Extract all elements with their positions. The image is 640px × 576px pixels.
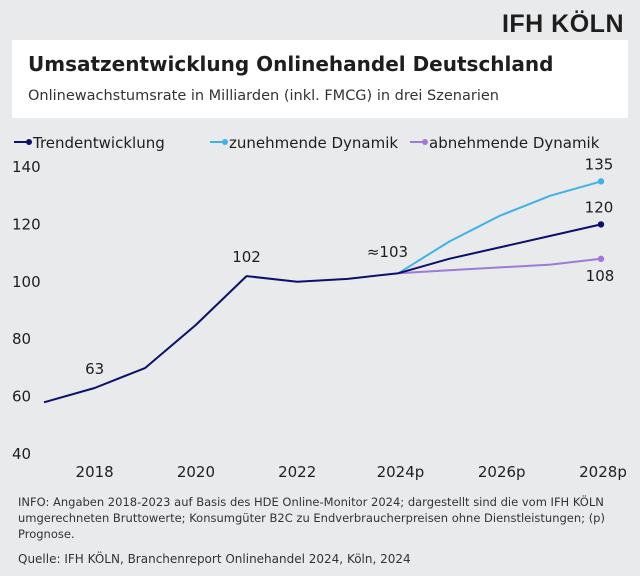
legend-label-zunehmend: zunehmende Dynamik: [229, 134, 399, 152]
data-label-1: 102: [232, 248, 261, 266]
series-endpoint-2: [597, 255, 605, 263]
info-note: INFO: Angaben 2018-2023 auf Basis des HD…: [18, 495, 605, 541]
x-tick-label-2022: 2022: [278, 463, 316, 481]
y-tick-label-140: 140: [12, 158, 41, 176]
brand-logo: IFH KÖLN: [501, 10, 624, 38]
data-label-4: 120: [585, 198, 614, 216]
legend-item-zunehmend: zunehmende Dynamik: [210, 134, 398, 152]
y-tick-label-80: 80: [12, 330, 31, 348]
data-label-5: 108: [586, 267, 615, 285]
x-tick-label-2028p: 2028p: [579, 463, 627, 481]
chart-legend: Trendentwicklung zunehmende Dynamik abne…: [14, 134, 634, 154]
legend-label-abnehmend: abnehmende Dynamik: [429, 134, 600, 152]
series-line-1: [397, 180, 602, 275]
legend-label-trend: Trendentwicklung: [33, 134, 165, 152]
series-line-0: [43, 223, 602, 404]
data-label-2: ≈103: [367, 243, 408, 261]
title-box: Umsatzentwicklung Onlinehandel Deutschla…: [12, 40, 628, 118]
series-endpoint-0: [597, 221, 605, 228]
chart-subtitle: Onlinewachstumsrate in Milliarden (inkl.…: [28, 88, 499, 104]
y-tick-label-40: 40: [12, 445, 31, 463]
y-tick-label-120: 120: [12, 215, 41, 233]
legend-marker-zunehmend: [210, 135, 228, 149]
x-tick-label-2020: 2020: [177, 463, 215, 481]
source-note: Quelle: IFH KÖLN, Branchenreport Onlineh…: [18, 552, 411, 566]
data-label-0: 63: [85, 360, 104, 378]
y-tick-label-60: 60: [12, 388, 31, 406]
legend-item-trend: Trendentwicklung: [14, 134, 165, 152]
data-label-3: 135: [585, 155, 614, 173]
x-tick-label-2026p: 2026p: [478, 463, 526, 481]
x-tick-label-2018: 2018: [76, 463, 114, 481]
series-endpoint-1: [597, 178, 605, 185]
legend-item-abnehmend: abnehmende Dynamik: [410, 134, 599, 152]
legend-marker-abnehmend: [410, 135, 428, 149]
series-line-2: [398, 257, 602, 275]
chart-title: Umsatzentwicklung Onlinehandel Deutschla…: [28, 52, 554, 76]
legend-marker-trend: [14, 135, 32, 149]
y-tick-label-100: 100: [12, 273, 41, 291]
x-tick-label-2024p: 2024p: [377, 463, 425, 481]
